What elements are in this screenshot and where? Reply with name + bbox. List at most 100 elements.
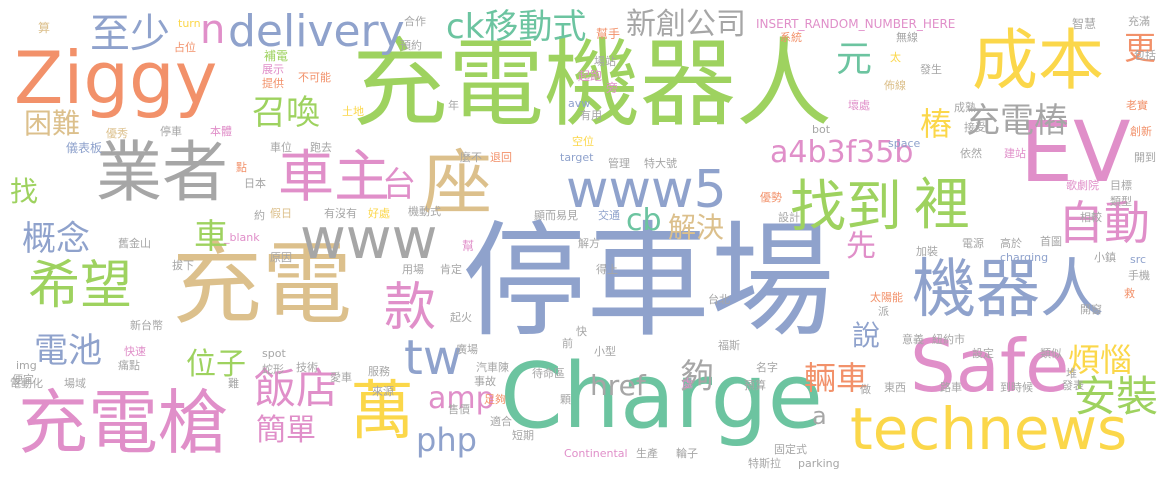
word: 太陽能 (870, 291, 903, 304)
word: 空位 (572, 135, 594, 148)
word: 點 (236, 161, 247, 174)
word: 款 (384, 278, 437, 338)
word: 紐約市 (932, 333, 965, 346)
word: 首圖 (1040, 235, 1062, 248)
word: 得上 (596, 263, 618, 276)
word: 退回 (490, 151, 512, 164)
word: 展示 (262, 63, 284, 76)
word: 處 (682, 377, 693, 390)
word: 優秀 (106, 127, 128, 140)
word: 約 (254, 209, 265, 222)
word: 解方 (578, 237, 600, 250)
word: 難 (228, 377, 239, 390)
word: 來源 (372, 385, 394, 398)
word: 路車 (940, 381, 962, 394)
word: ck移動式 (446, 7, 587, 47)
word: 概念 (22, 219, 90, 259)
word: a4b3f35b (770, 135, 914, 170)
word: 好處 (368, 207, 390, 220)
word: 找 (10, 175, 39, 208)
word: 起跑 (578, 69, 603, 83)
word: 智慧 (1072, 17, 1097, 31)
word: 小型 (594, 345, 616, 358)
word: 幫手 (596, 27, 621, 41)
word: amp (428, 381, 495, 416)
word: turn (178, 17, 201, 30)
word: 土地 (342, 105, 364, 118)
word: 不可能 (298, 71, 331, 84)
word: 先 (846, 229, 876, 264)
word: 生產 (636, 447, 658, 460)
word: 顯而易見 (534, 209, 578, 222)
word: 儀表板 (66, 141, 103, 155)
word: 召喚 (252, 93, 320, 133)
word: 台 (382, 165, 416, 205)
word: 特斯拉 (748, 457, 781, 470)
word: 充電 (172, 232, 352, 337)
word: 設定 (972, 347, 994, 360)
word: 短期 (512, 429, 534, 442)
word: 新台幣 (130, 319, 163, 332)
word: 假日 (270, 207, 292, 220)
word: 樁 (920, 105, 953, 143)
word: 有用 (580, 109, 602, 122)
word: 發生 (920, 63, 942, 76)
word: 裡 (914, 173, 970, 238)
word: 做 (860, 383, 871, 396)
word: Charge (500, 344, 823, 449)
word: 至少 (90, 11, 170, 57)
word: 蛇形 (262, 363, 284, 376)
word: 接受 (964, 121, 986, 134)
word: 煩惱 (1068, 341, 1133, 379)
word: 到時候 (1000, 381, 1033, 394)
word: a (812, 402, 827, 430)
word: 電池 (34, 331, 102, 371)
word: EV (1020, 103, 1131, 201)
word: 充電機器人 (352, 28, 832, 140)
word: 機動式 (408, 205, 441, 218)
word: 陳 (498, 361, 509, 374)
word: avw (568, 97, 591, 110)
word: 用場 (402, 263, 424, 276)
word: 太 (890, 51, 901, 64)
word: 依然 (960, 147, 982, 160)
word: 快速 (124, 345, 146, 358)
word: href (590, 369, 646, 402)
word: target (560, 151, 594, 164)
word: 愛車 (330, 371, 352, 384)
word: src (1130, 253, 1147, 266)
word: 成熟 (954, 101, 976, 114)
word: INSERT_RANDOM_NUMBER_HERE (756, 17, 956, 31)
word: 拔下 (172, 259, 194, 272)
word: 占位 (174, 41, 196, 54)
word: bot (812, 123, 831, 136)
word: 歌劇院 (1066, 179, 1099, 192)
word: 場站 (594, 55, 616, 68)
word: 起火 (450, 311, 472, 324)
word: 福斯 (718, 339, 740, 352)
word: 飯店 (254, 364, 339, 413)
word: 設計 (778, 211, 800, 224)
word: 夠 (680, 357, 714, 397)
word: 充電槍 (18, 382, 228, 464)
word: 無線 (896, 31, 918, 44)
word: _blank (224, 231, 260, 244)
word: 建站 (1004, 147, 1026, 160)
word: 元 (836, 39, 873, 80)
word: 東西 (884, 381, 906, 394)
word: www (300, 207, 438, 272)
word: 補電 (264, 49, 289, 63)
word: 位子 (186, 347, 246, 382)
word: 壞處 (848, 99, 870, 112)
word: 車位 (270, 141, 292, 154)
word: 預算 (744, 379, 766, 392)
word: 派 (878, 305, 889, 318)
word: 系統 (780, 31, 802, 44)
word: www5 (566, 160, 727, 220)
word: 固定式 (774, 443, 807, 456)
word: 電動化 (10, 377, 43, 390)
word: 輛車 (804, 359, 869, 397)
word: 充電樁 (966, 101, 1068, 141)
word: 發表 (1062, 379, 1084, 392)
word: 台北 (708, 293, 730, 306)
